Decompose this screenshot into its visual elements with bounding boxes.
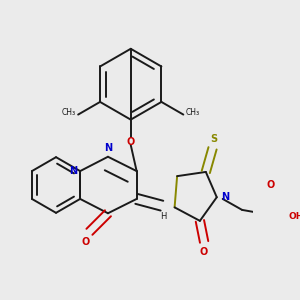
Text: CH₃: CH₃ (186, 108, 200, 117)
Text: O: O (82, 237, 90, 247)
Text: OH: OH (289, 212, 300, 221)
Text: CH₃: CH₃ (61, 108, 76, 117)
Text: O: O (267, 180, 275, 190)
Text: N: N (104, 143, 112, 153)
Text: N: N (221, 192, 229, 202)
Text: S: S (210, 134, 217, 144)
Text: O: O (127, 136, 135, 147)
Text: O: O (200, 247, 208, 257)
Text: N: N (69, 166, 77, 176)
Text: H: H (160, 212, 167, 221)
